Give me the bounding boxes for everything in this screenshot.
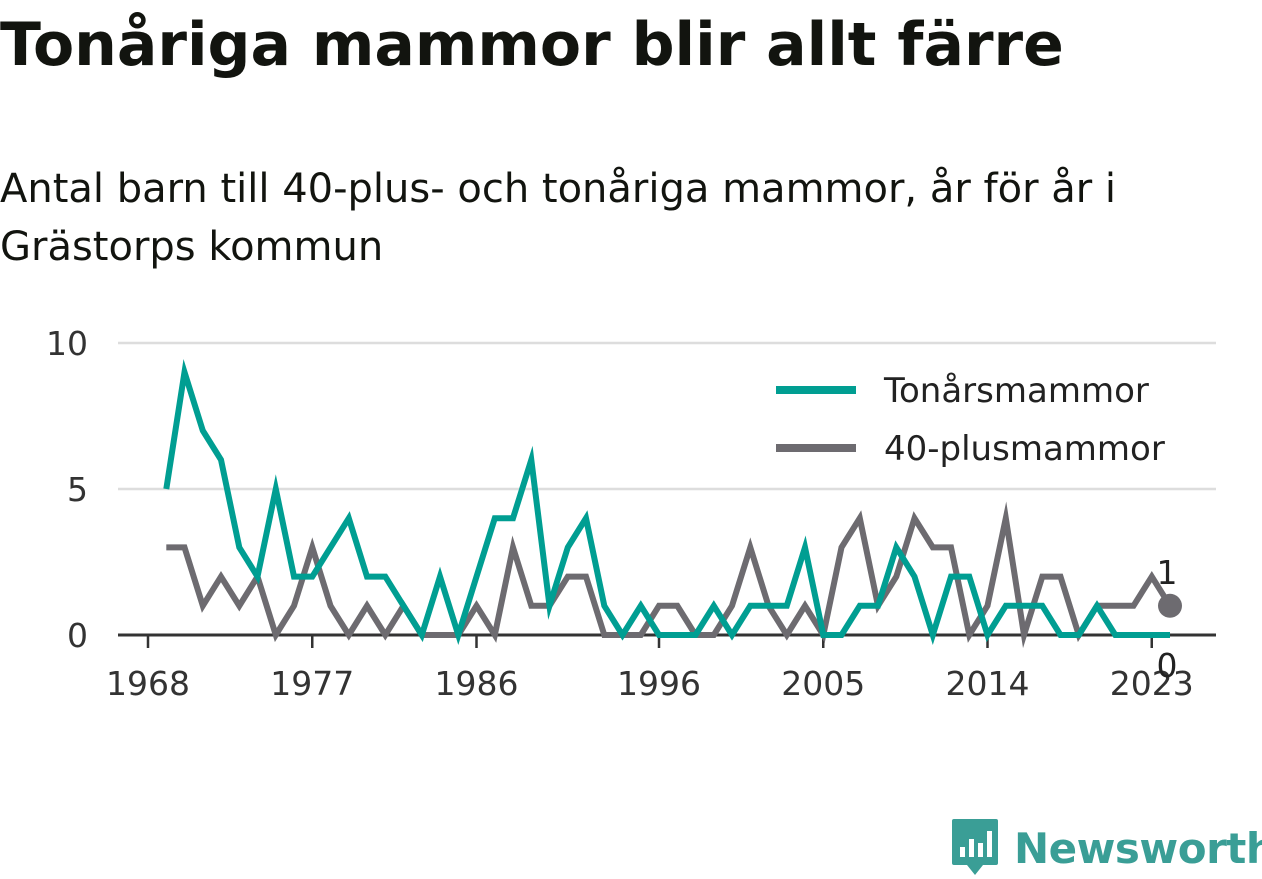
series-line-tonarsmammor [163, 359, 1170, 646]
y-tick-label: 5 [67, 470, 88, 509]
legend: Tonårsmammor 40-plusmammor [776, 371, 1165, 469]
x-tick-label: 1968 [106, 664, 190, 703]
x-tick-label: 1977 [270, 664, 354, 703]
end-label-tonarsmammor: 0 [1157, 646, 1178, 685]
x-tick-label: 2005 [781, 664, 865, 703]
page-title: Tonåriga mammor blir allt färre [0, 10, 1064, 80]
newsworthy-brand: Newsworthy [950, 818, 1262, 878]
y-tick-label: 10 [46, 324, 88, 363]
brand-name: Newsworthy [1014, 823, 1262, 873]
x-tick-label: 1986 [435, 664, 519, 703]
x-tick-label: 2014 [946, 664, 1030, 703]
y-tick-label: 0 [67, 616, 88, 655]
x-tick-label: 2023 [1110, 664, 1194, 703]
grid-lines [118, 341, 1216, 491]
end-label-40-plusmammor: 1 [1157, 553, 1178, 592]
chart-subtitle: Antal barn till 40-plus- och tonåriga ma… [0, 166, 1117, 270]
newsworthy-logo-icon [952, 819, 998, 875]
end-marker-40-plusmammor [1158, 593, 1182, 618]
legend-label-40-plusmammor: 40-plusmammor [884, 429, 1165, 469]
legend-label-tonarsmammor: Tonårsmammor [883, 371, 1149, 411]
end-markers: 10 [1157, 553, 1182, 685]
x-tick-label: 1996 [617, 664, 701, 703]
series-lines [163, 359, 1173, 649]
series-line-40-plusmammor [166, 501, 1173, 649]
